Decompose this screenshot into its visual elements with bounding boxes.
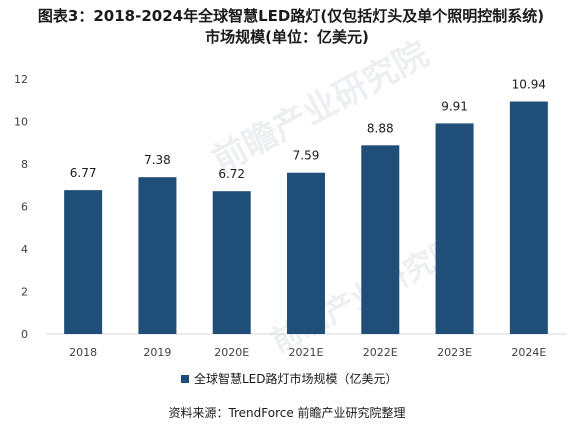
chart-title-line1: 图表3：2018-2024年全球智慧LED路灯(仅包括灯头及单个照明控制系统)	[37, 7, 545, 25]
y-tick-label: 4	[21, 243, 28, 256]
x-tick-label: 2023E	[437, 346, 472, 359]
bar	[435, 123, 474, 334]
bar	[64, 190, 103, 334]
legend-swatch	[181, 375, 189, 383]
x-tick-label: 2020E	[214, 346, 249, 359]
data-label: 9.91	[441, 99, 468, 113]
bar	[361, 145, 400, 334]
y-tick-label: 2	[21, 286, 28, 299]
x-tick-label: 2018	[69, 346, 97, 359]
data-label: 6.72	[218, 167, 245, 181]
bar-chart: 0 2 4 6 8 10 12 6.77 2018 7.38 2019 6.72 2020E 7.59 20…	[14, 73, 566, 386]
y-tick-label: 6	[21, 201, 28, 214]
bar	[287, 172, 325, 334]
data-label: 6.77	[70, 166, 97, 180]
bar	[138, 177, 177, 334]
x-tick-label: 2024E	[511, 346, 546, 359]
x-tick-label: 2022E	[363, 346, 398, 359]
chart-title-line2: 市场规模(单位：亿美元)	[205, 28, 369, 46]
data-label: 7.59	[293, 149, 320, 163]
data-label: 8.88	[367, 121, 394, 135]
x-tick-label: 2019	[143, 346, 171, 359]
x-tick-label: 2021E	[289, 346, 324, 359]
y-tick-label: 8	[21, 158, 28, 171]
chart-title: 图表3：2018-2024年全球智慧LED路灯(仅包括灯头及单个照明控制系统) …	[0, 6, 574, 48]
data-label: 7.38	[144, 153, 171, 167]
bar	[509, 101, 548, 335]
y-tick-label: 10	[14, 116, 28, 129]
y-tick-label: 12	[14, 73, 28, 86]
y-tick-label: 0	[21, 328, 28, 341]
source-note: 资料来源：TrendForce 前瞻产业研究院整理	[168, 406, 406, 420]
legend-label: 全球智慧LED路灯市场规模（亿美元）	[194, 371, 398, 386]
bar	[212, 191, 251, 334]
data-label: 10.94	[512, 78, 546, 92]
